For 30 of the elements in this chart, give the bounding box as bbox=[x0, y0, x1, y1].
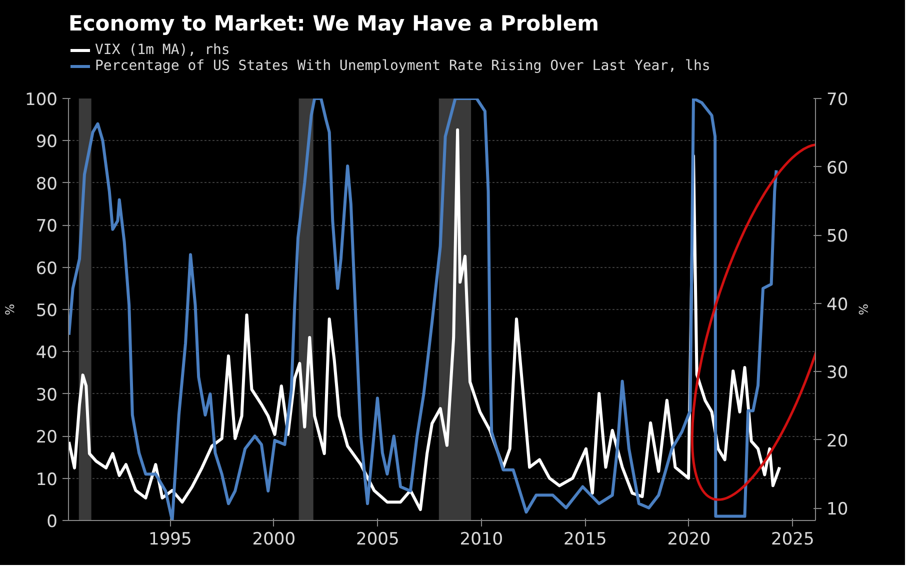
x-tick-label: 2010 bbox=[460, 530, 504, 550]
y2-tick-label: 30 bbox=[826, 363, 848, 384]
y-axis-title: % bbox=[3, 304, 18, 316]
y-tick-label: 60 bbox=[36, 258, 58, 279]
y-tick-label: 40 bbox=[36, 343, 58, 364]
x-tick-label: 2020 bbox=[667, 530, 711, 550]
y-tick-label: 70 bbox=[36, 216, 58, 237]
y-tick-label: 50 bbox=[36, 301, 58, 321]
y-tick-label: 30 bbox=[36, 385, 58, 406]
y2-tick-label: 10 bbox=[826, 500, 848, 520]
x-tick-label: 2025 bbox=[771, 530, 814, 550]
y2-tick-label: 50 bbox=[826, 226, 848, 247]
y2-tick-label: 20 bbox=[826, 431, 848, 452]
y-tick-label: 10 bbox=[36, 470, 58, 490]
y2-axis-title: % bbox=[856, 304, 870, 316]
y-tick-label: 0 bbox=[46, 512, 58, 532]
legend-label: Percentage of US States With Unemployment Rate Rising Over Last Year, lhs bbox=[95, 58, 710, 74]
x-tick-label: 2015 bbox=[564, 530, 607, 550]
x-tick-label: 1995 bbox=[148, 530, 192, 550]
x-tick-label: 2000 bbox=[252, 530, 296, 550]
y2-tick-label: 70 bbox=[826, 90, 848, 110]
y-tick-label: 100 bbox=[25, 90, 58, 110]
y2-tick-label: 60 bbox=[826, 158, 848, 178]
y-tick-label: 80 bbox=[36, 174, 58, 194]
chart-title: Economy to Market: We May Have a Problem bbox=[68, 12, 599, 36]
y2-tick-label: 40 bbox=[826, 294, 848, 315]
x-tick-label: 2005 bbox=[356, 530, 400, 550]
y-tick-label: 20 bbox=[36, 428, 58, 448]
y-tick-label: 90 bbox=[36, 132, 58, 152]
legend-label: VIX (1m MA), rhs bbox=[95, 42, 230, 58]
